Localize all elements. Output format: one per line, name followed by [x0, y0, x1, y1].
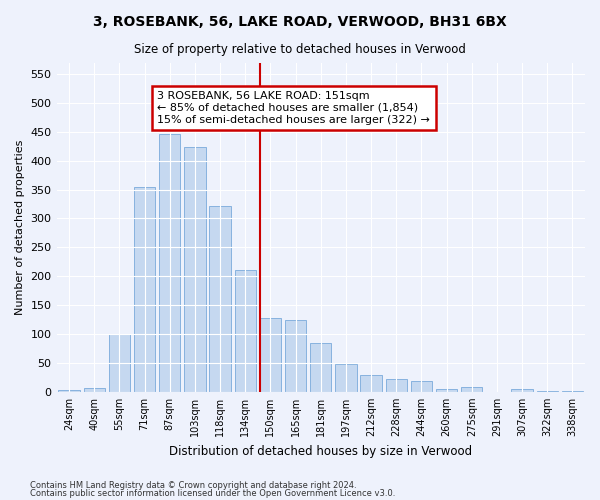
Bar	[58, 390, 80, 392]
Bar	[235, 270, 256, 392]
X-axis label: Distribution of detached houses by size in Verwood: Distribution of detached houses by size …	[169, 444, 472, 458]
Bar	[436, 389, 457, 392]
Bar	[134, 188, 155, 392]
Y-axis label: Number of detached properties: Number of detached properties	[15, 140, 25, 315]
Bar	[536, 391, 558, 392]
Bar	[386, 379, 407, 392]
Text: Size of property relative to detached houses in Verwood: Size of property relative to detached ho…	[134, 42, 466, 56]
Text: Contains public sector information licensed under the Open Government Licence v3: Contains public sector information licen…	[30, 489, 395, 498]
Bar	[335, 364, 356, 392]
Text: 3, ROSEBANK, 56, LAKE ROAD, VERWOOD, BH31 6BX: 3, ROSEBANK, 56, LAKE ROAD, VERWOOD, BH3…	[93, 15, 507, 29]
Bar	[361, 375, 382, 392]
Bar	[109, 334, 130, 392]
Bar	[83, 388, 105, 392]
Text: 3 ROSEBANK, 56 LAKE ROAD: 151sqm
← 85% of detached houses are smaller (1,854)
15: 3 ROSEBANK, 56 LAKE ROAD: 151sqm ← 85% o…	[157, 92, 430, 124]
Bar	[411, 382, 432, 392]
Text: Contains HM Land Registry data © Crown copyright and database right 2024.: Contains HM Land Registry data © Crown c…	[30, 480, 356, 490]
Bar	[260, 318, 281, 392]
Bar	[285, 320, 307, 392]
Bar	[184, 148, 206, 392]
Bar	[511, 390, 533, 392]
Bar	[562, 390, 583, 392]
Bar	[461, 386, 482, 392]
Bar	[159, 134, 181, 392]
Bar	[209, 206, 231, 392]
Bar	[310, 342, 331, 392]
